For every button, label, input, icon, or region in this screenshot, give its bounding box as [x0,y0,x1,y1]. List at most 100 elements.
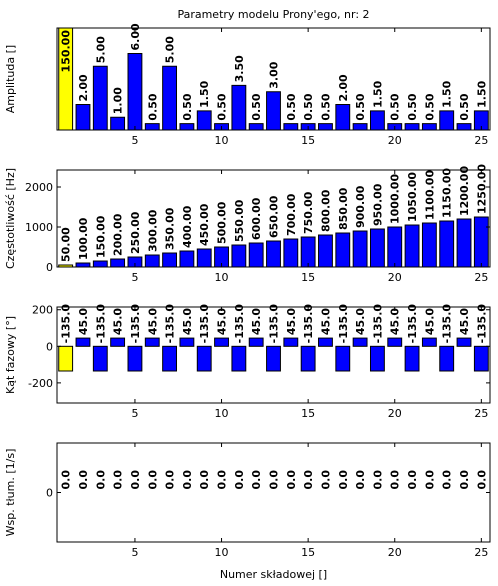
bar [266,345,281,372]
value-label: -135.0 [475,304,488,344]
value-label: 45.0 [319,308,332,335]
value-label: 750.00 [302,191,315,234]
value-label: 5.00 [164,36,177,63]
value-label: 50.00 [60,227,73,262]
subplot: 0.0 0.0 0.0 0.0 0.0 0.0 0.0 0.0 0.0 0.0 0.0 0.0 0.0 0… [4,442,491,581]
value-label: 0.0 [458,470,471,490]
bar [439,345,455,372]
value-label: 0.0 [319,470,332,490]
value-label: 250.00 [129,211,142,254]
bar [248,123,264,130]
bar [248,242,264,267]
x-tick-label: 25 [474,271,488,284]
value-label: -135.0 [406,304,419,344]
axes-box [56,442,491,543]
value-label: 45.0 [458,308,471,335]
value-label: 5.00 [94,36,107,63]
value-label: 700.00 [285,193,298,236]
bar [75,337,91,347]
bar [283,238,299,267]
subplot: 50.00 100.00 150.00 200.00 250.00 300.00 350.0… [4,164,491,284]
bar [352,123,368,130]
bar [110,116,126,130]
x-tick-label: 10 [215,134,229,147]
value-label: 3.50 [233,55,246,82]
value-label: -135.0 [371,304,384,344]
bar [196,345,212,372]
value-label: 0.50 [423,93,436,120]
value-label: 0.50 [354,93,367,120]
value-label: 0.50 [319,93,332,120]
y-axis-label: Wsp. tłum. [1/s] [4,449,17,537]
y-tick-label: 0 [46,487,53,500]
x-tick-label: 10 [215,271,229,284]
value-label: 45.0 [354,308,367,335]
value-label: 450.00 [198,203,211,246]
bar [127,345,143,372]
bar [473,345,489,372]
value-label: 400.00 [181,205,194,248]
bar [110,258,126,267]
value-label: 45.0 [112,308,125,335]
bar [300,236,316,267]
value-label: 0.0 [129,470,142,490]
value-label: 45.0 [285,308,298,335]
value-label: 0.0 [146,470,159,490]
x-tick-label: 15 [301,134,315,147]
x-tick-label: 25 [474,407,488,420]
y-axis-label: Amplituda [] [4,45,17,113]
value-label: -135.0 [198,304,211,344]
value-label: 0.50 [302,93,315,120]
bar [144,254,160,267]
value-label: 0.0 [60,470,73,490]
value-label: 650.00 [268,195,281,238]
value-label: -135.0 [302,304,315,344]
value-label: 1200.00 [458,166,471,216]
value-label: 900.00 [354,185,367,228]
value-label: 150.00 [94,215,107,258]
axes-box [56,169,491,268]
value-label: 45.0 [77,308,90,335]
value-label: 0.0 [181,470,194,490]
value-label: 2.00 [77,74,90,101]
value-label: 0.50 [181,93,194,120]
bar [231,244,247,267]
value-label: 0.0 [164,470,177,490]
value-label: 200.00 [112,213,125,256]
bar [266,240,281,267]
value-label: 300.00 [146,209,159,252]
value-label: 0.0 [302,470,315,490]
value-label: 800.00 [319,189,332,232]
value-label: 1.50 [475,80,488,107]
value-label: 3.00 [268,61,281,88]
value-label: 500.00 [216,201,229,244]
bar [352,230,368,267]
value-label: 0.50 [285,93,298,120]
x-tick-label: 15 [301,271,315,284]
value-label: 0.0 [423,470,436,490]
y-tick-label: 200 [32,304,53,317]
bar [369,228,385,267]
bar [421,337,437,347]
x-tick-label: 10 [215,407,229,420]
x-tick-label: 10 [215,546,229,559]
value-label: -135.0 [337,304,350,344]
bar [473,216,489,267]
value-label: 1050.00 [406,172,419,222]
value-label: 1.50 [441,80,454,107]
value-label: 350.00 [164,207,177,250]
value-label: 0.0 [94,470,107,490]
bar [352,337,368,347]
bar [58,264,74,267]
value-label: -135.0 [441,304,454,344]
x-tick-label: 20 [388,546,402,559]
bar [248,337,264,347]
bar [456,123,472,130]
value-label: 150.00 [60,30,73,73]
value-label: 1100.00 [423,170,436,220]
value-label: 0.0 [77,470,90,490]
plot-area [57,443,490,542]
bar [404,345,420,372]
value-label: 0.0 [250,470,263,490]
